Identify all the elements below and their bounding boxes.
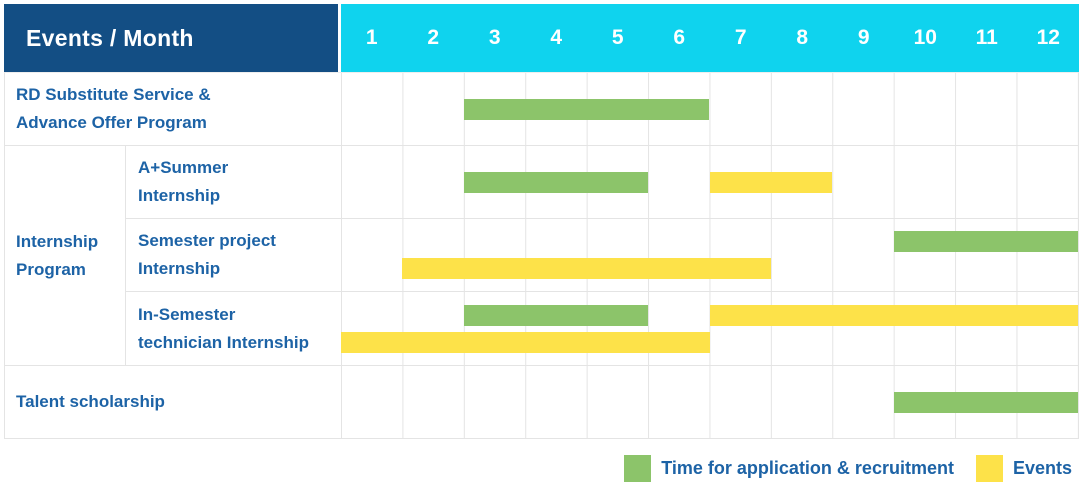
timeline-cell — [341, 366, 1078, 438]
month-label: 9 — [857, 26, 870, 49]
table-row: Talent scholarship — [5, 366, 1078, 439]
row-label: In-Semester technician Internship — [125, 292, 341, 365]
events-swatch — [975, 454, 1003, 482]
recruitment-timeline-table: Events / Month 1 2 3 4 5 6 7 8 9 10 11 12 RD Substi… — [4, 4, 1079, 439]
months-header: 1 2 3 4 5 6 7 8 9 10 11 12 — [341, 4, 1079, 72]
application-bar — [893, 391, 1078, 413]
application-bar — [893, 231, 1078, 252]
application-swatch — [624, 454, 652, 482]
header-divider — [338, 4, 341, 72]
legend-item: Events — [975, 454, 1072, 482]
table-row: RD Substitute Service & Advance Offer Pro… — [5, 73, 1078, 146]
month-label: 1 — [365, 26, 378, 49]
legend: Time for application & recruitment Events — [0, 454, 1080, 482]
label-line: Program — [16, 259, 86, 279]
label-line: In-Semester — [138, 304, 236, 324]
timeline-cell — [341, 146, 1078, 218]
month-label: 7 — [734, 26, 747, 49]
timeline-cell — [341, 292, 1078, 365]
table-row: Semester project Internship — [125, 219, 1078, 292]
month-label: 11 — [975, 26, 998, 49]
label-line: Internship — [138, 186, 221, 205]
event-bar — [341, 331, 710, 353]
row-label: A+Summer Internship — [125, 146, 341, 218]
table-header-row: Events / Month 1 2 3 4 5 6 7 8 9 10 11 12 — [4, 4, 1079, 72]
label-line: Talent scholarship — [16, 392, 165, 411]
month-label: 3 — [488, 26, 501, 49]
application-bar — [463, 171, 649, 193]
month-label: 8 — [796, 26, 809, 49]
application-bar — [463, 304, 649, 326]
events-month-header: Events / Month — [4, 4, 338, 72]
label-line: RD Substitute Service & — [16, 85, 211, 104]
group-rows: A+Summer Internship Semester project Intern… — [125, 146, 1078, 365]
legend-label: Events — [1012, 457, 1072, 478]
row-label: RD Substitute Service & Advance Offer Pro… — [5, 73, 341, 145]
month-label: 10 — [913, 26, 937, 49]
application-bar — [463, 98, 710, 120]
label-line: Internship — [16, 231, 99, 251]
table-row: In-Semester technician Internship — [125, 292, 1078, 365]
timeline-cell — [341, 219, 1078, 291]
row-label: Semester project Internship — [125, 219, 341, 291]
group-block: Internship Program A+Summer Internship Semes… — [5, 146, 1078, 366]
event-bar — [709, 171, 833, 193]
timeline-cell — [341, 73, 1078, 145]
month-label: 4 — [550, 26, 563, 49]
legend-item: Time for application & recruitment — [624, 454, 954, 482]
legend-label: Time for application & recruitment — [661, 457, 954, 478]
table-body: RD Substitute Service & Advance Offer Pro… — [4, 72, 1079, 439]
label-line: Internship — [138, 259, 221, 278]
event-bar — [402, 258, 771, 279]
label-line: Semester project — [138, 231, 276, 250]
label-line: Advance Offer Program — [16, 113, 207, 132]
label-line: A+Summer — [138, 158, 229, 177]
month-label: 2 — [427, 26, 440, 49]
month-label: 6 — [673, 26, 686, 49]
group-label: Internship Program — [5, 146, 125, 365]
table-row: A+Summer Internship — [125, 146, 1078, 219]
month-label: 12 — [1036, 26, 1060, 49]
row-label: Talent scholarship — [5, 366, 341, 438]
label-line: technician Internship — [138, 332, 309, 352]
month-label: 5 — [611, 26, 624, 49]
event-bar — [709, 304, 1078, 326]
